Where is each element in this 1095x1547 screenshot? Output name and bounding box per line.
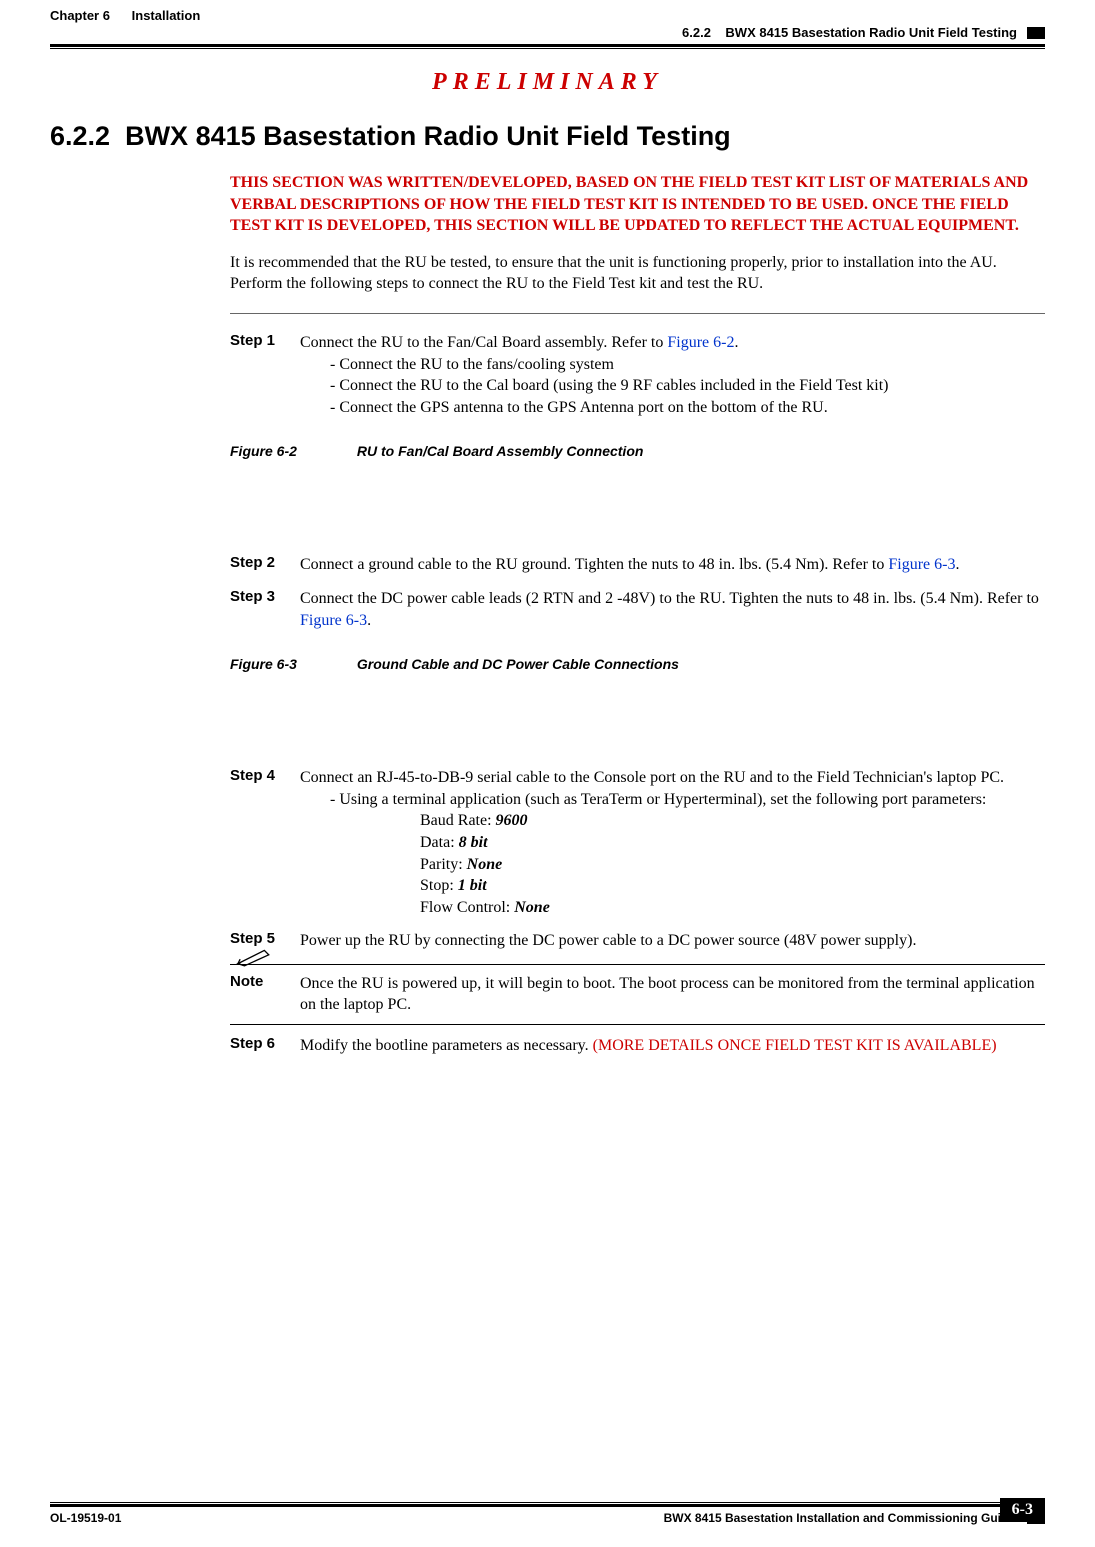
step-1-label: Step 1 (230, 332, 300, 418)
figure-6-2-caption: Figure 6-2 RU to Fan/Cal Board Assembly C… (230, 443, 1045, 459)
footer-rule-thick (50, 1504, 1045, 1507)
section-num: 6.2.2 (682, 25, 711, 40)
param-parity-label: Parity: (420, 856, 467, 873)
step-3-period: . (367, 612, 371, 629)
section-heading-num: 6.2.2 (50, 121, 110, 151)
step-4: Step 4 Connect an RJ-45-to-DB-9 serial c… (230, 767, 1045, 918)
header-right: 6.2.2 BWX 8415 Basestation Radio Unit Fi… (682, 25, 1045, 40)
step-2-text: Connect a ground cable to the RU ground.… (300, 556, 888, 573)
footer-rule-thin (50, 1502, 1045, 1503)
step-2: Step 2 Connect a ground cable to the RU … (230, 554, 1045, 576)
step-1-sub2: - Connect the RU to the Cal board (using… (330, 375, 1045, 397)
header-left: Chapter 6 Installation (50, 8, 200, 23)
pencil-icon (235, 946, 275, 968)
figure-6-3-caption: Figure 6-3 Ground Cable and DC Power Cabl… (230, 656, 1045, 672)
param-data-value: 8 bit (459, 834, 488, 851)
note-block: Note Once the RU is powered up, it will … (230, 964, 1045, 1025)
step-3: Step 3 Connect the DC power cable leads … (230, 588, 1045, 631)
dev-note: THIS SECTION WAS WRITTEN/DEVELOPED, BASE… (230, 172, 1045, 237)
step-4-label: Step 4 (230, 767, 300, 918)
note-text: Once the RU is powered up, it will begin… (300, 973, 1045, 1016)
figure-6-3-label: Figure 6-3 (230, 656, 297, 672)
figure-6-3-link-a[interactable]: Figure 6-3 (888, 556, 955, 573)
step-5: Step 5 Power up the RU by connecting the… (230, 930, 1045, 952)
section-heading: 6.2.2 BWX 8415 Basestation Radio Unit Fi… (50, 121, 1045, 152)
section-title-right: BWX 8415 Basestation Radio Unit Field Te… (725, 25, 1017, 40)
step-1-text: Connect the RU to the Fan/Cal Board asse… (300, 334, 667, 351)
param-parity-value: None (467, 856, 503, 873)
step-1-sub3: - Connect the GPS antenna to the GPS Ant… (330, 397, 1045, 419)
step-5-text: Power up the RU by connecting the DC pow… (300, 930, 1045, 952)
param-flow-value: None (514, 899, 550, 916)
step-1: Step 1 Connect the RU to the Fan/Cal Boa… (230, 332, 1045, 418)
figure-6-3-title: Ground Cable and DC Power Cable Connecti… (357, 656, 679, 672)
step-6-label: Step 6 (230, 1035, 300, 1057)
figure-6-3-link-b[interactable]: Figure 6-3 (300, 612, 367, 629)
chapter-label: Chapter 6 (50, 8, 110, 23)
step-2-period: . (955, 556, 959, 573)
step-3-text: Connect the DC power cable leads (2 RTN … (300, 590, 1039, 607)
param-stop-value: 1 bit (458, 877, 487, 894)
figure-6-2-link[interactable]: Figure 6-2 (667, 334, 734, 351)
step-1-sub1: - Connect the RU to the fans/cooling sys… (330, 354, 1045, 376)
step-6: Step 6 Modify the bootline parameters as… (230, 1035, 1045, 1057)
step-6-text: Modify the bootline parameters as necess… (300, 1037, 593, 1054)
step-2-label: Step 2 (230, 554, 300, 576)
header-decor-bar (1027, 27, 1045, 39)
step-1-period: . (734, 334, 738, 351)
param-data-label: Data: (420, 834, 459, 851)
step-4-sub: - Using a terminal application (such as … (330, 789, 1045, 811)
chapter-title: Installation (132, 8, 201, 23)
page-footer: OL-19519-01 BWX 8415 Basestation Install… (50, 1502, 1045, 1525)
figure-6-2-title: RU to Fan/Cal Board Assembly Connection (357, 443, 644, 459)
header-rule-thin (50, 48, 1045, 49)
guide-title: BWX 8415 Basestation Installation and Co… (664, 1511, 1015, 1525)
divider (230, 313, 1045, 314)
figure-6-2-label: Figure 6-2 (230, 443, 297, 459)
preliminary-stamp: PRELIMINARY (50, 69, 1045, 96)
param-flow-label: Flow Control: (420, 899, 514, 916)
step-4-text: Connect an RJ-45-to-DB-9 serial cable to… (300, 769, 1004, 786)
page-number: 6-3 (1000, 1498, 1045, 1522)
param-baud-value: 9600 (496, 812, 528, 829)
param-stop-label: Stop: (420, 877, 458, 894)
step-6-red: (MORE DETAILS ONCE FIELD TEST KIT IS AVA… (593, 1037, 997, 1054)
doc-id: OL-19519-01 (50, 1511, 121, 1525)
intro-text: It is recommended that the RU be tested,… (230, 252, 1045, 295)
step-3-label: Step 3 (230, 588, 300, 631)
header-rule-thick (50, 44, 1045, 47)
section-heading-text: BWX 8415 Basestation Radio Unit Field Te… (125, 121, 731, 151)
note-label: Note (230, 973, 300, 990)
param-baud-label: Baud Rate: (420, 812, 496, 829)
